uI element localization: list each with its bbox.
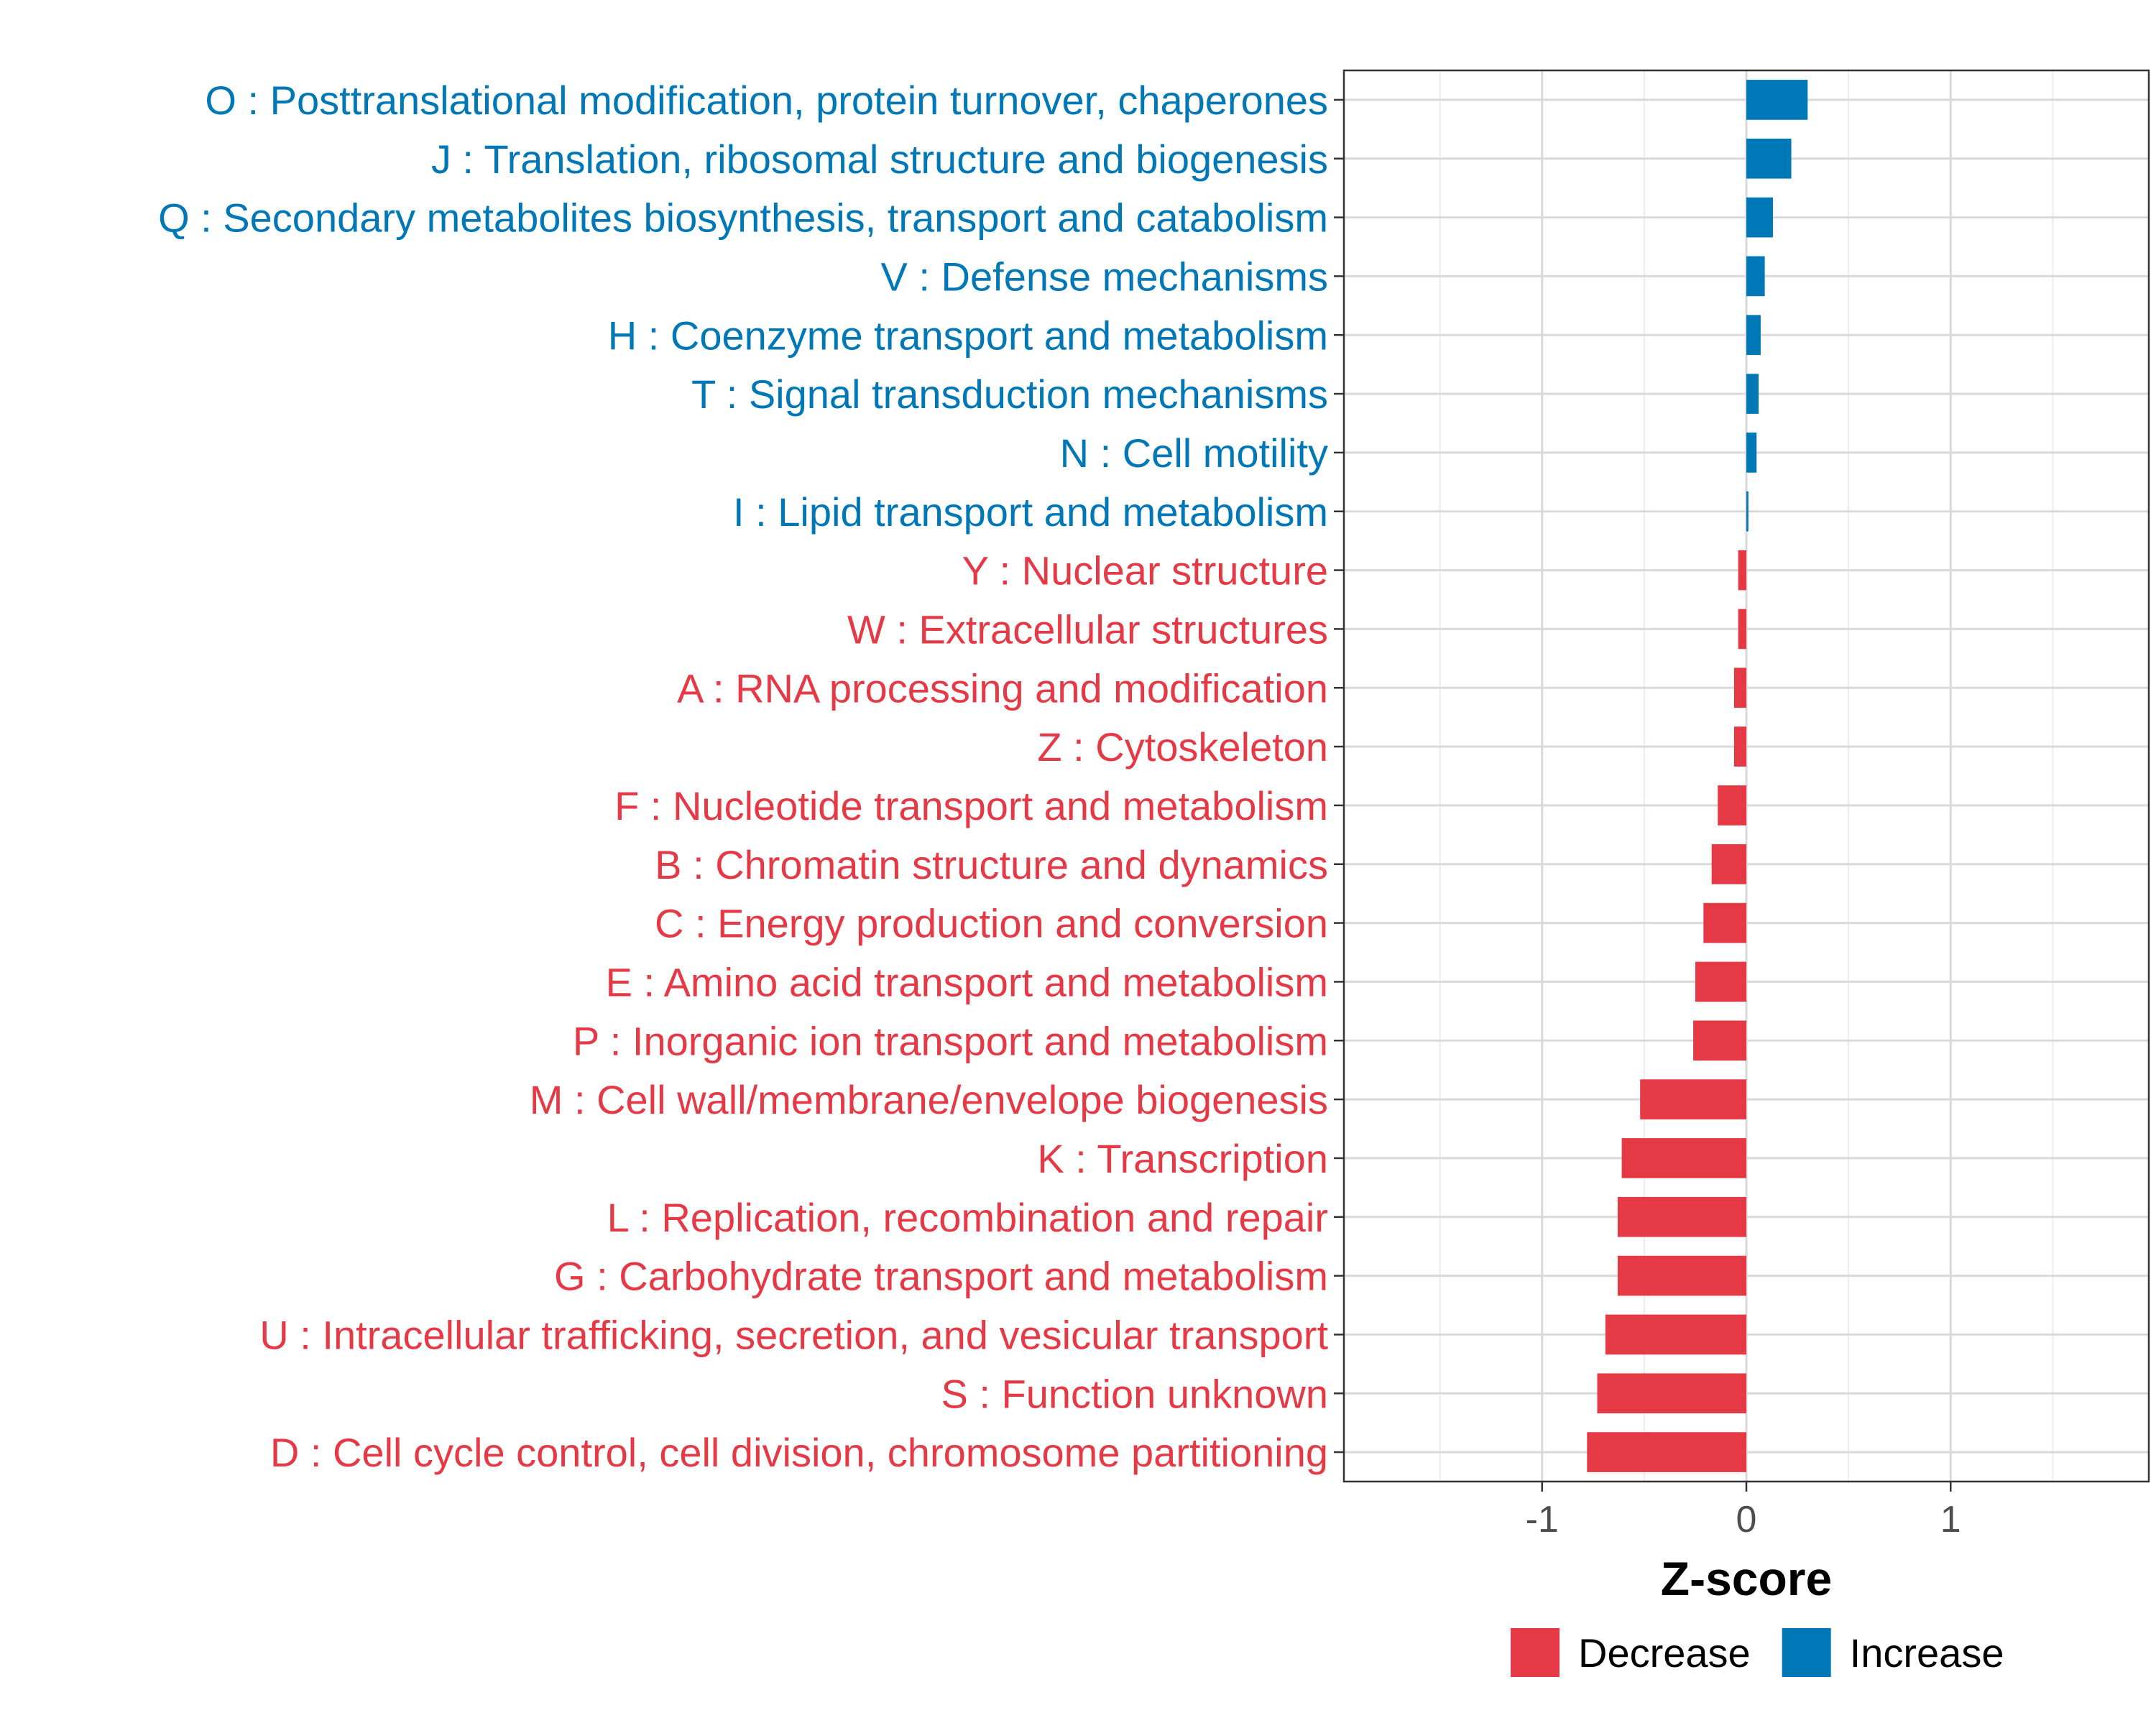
- bar: [1605, 1314, 1746, 1355]
- bar: [1733, 667, 1746, 708]
- bar: [1746, 80, 1808, 120]
- bar: [1640, 1079, 1746, 1119]
- category-label: F : Nucleotide transport and metabolism: [614, 783, 1328, 828]
- bar: [1746, 256, 1765, 297]
- bar: [1746, 197, 1773, 238]
- bar: [1746, 491, 1749, 532]
- bar: [1746, 315, 1761, 356]
- category-label: W : Extracellular structures: [847, 606, 1328, 652]
- bar: [1693, 1020, 1746, 1061]
- x-tick-label: -1: [1526, 1499, 1559, 1540]
- category-label: Z : Cytoskeleton: [1037, 724, 1328, 770]
- category-label: O : Posttranslational modification, prot…: [205, 78, 1328, 123]
- category-label: N : Cell motility: [1060, 430, 1328, 476]
- category-label: S : Function unknown: [941, 1371, 1328, 1416]
- category-label: J : Translation, ribosomal structure and…: [431, 137, 1328, 182]
- category-label: E : Amino acid transport and metabolism: [606, 959, 1328, 1004]
- legend-swatch: [1511, 1628, 1560, 1677]
- legend-label: Decrease: [1578, 1630, 1751, 1676]
- category-label: G : Carbohydrate transport and metabolis…: [554, 1254, 1328, 1299]
- bar: [1746, 374, 1759, 414]
- x-axis: -1 0 1: [1526, 1482, 1961, 1540]
- bar: [1746, 433, 1757, 473]
- bar-layer: [1587, 80, 1808, 1472]
- bar: [1695, 961, 1746, 1002]
- bar: [1621, 1138, 1746, 1178]
- bar: [1718, 785, 1746, 826]
- category-label: L : Replication, recombination and repai…: [607, 1195, 1328, 1240]
- category-label: U : Intracellular trafficking, secretion…: [259, 1312, 1328, 1357]
- category-label: A : RNA processing and modification: [677, 665, 1328, 711]
- bar: [1733, 726, 1746, 767]
- category-label: K : Transcription: [1037, 1136, 1328, 1181]
- bar: [1746, 138, 1792, 179]
- category-label: M : Cell wall/membrane/envelope biogenes…: [530, 1077, 1328, 1122]
- y-axis: O : Posttranslational modification, prot…: [158, 78, 1344, 1475]
- legend: Decrease Increase: [1511, 1628, 2004, 1677]
- bar: [1587, 1432, 1746, 1472]
- category-label: V : Defense mechanisms: [881, 254, 1328, 299]
- bar: [1617, 1255, 1746, 1296]
- category-label: Y : Nuclear structure: [962, 548, 1328, 593]
- bar: [1711, 844, 1746, 884]
- bar: [1617, 1196, 1746, 1237]
- legend-swatch: [1782, 1628, 1831, 1677]
- category-label: T : Signal transduction mechanisms: [691, 371, 1328, 417]
- x-tick-label: 0: [1736, 1499, 1757, 1540]
- category-label: C : Energy production and conversion: [655, 901, 1328, 946]
- category-label: H : Coenzyme transport and metabolism: [608, 313, 1328, 358]
- category-label: B : Chromatin structure and dynamics: [655, 842, 1328, 887]
- bar: [1703, 902, 1746, 943]
- category-label: P : Inorganic ion transport and metaboli…: [573, 1018, 1328, 1063]
- x-tick-label: 1: [1940, 1499, 1961, 1540]
- category-label: I : Lipid transport and metabolism: [733, 489, 1328, 535]
- bar: [1597, 1373, 1746, 1414]
- legend-label: Increase: [1850, 1630, 2004, 1676]
- bar: [1738, 550, 1746, 591]
- x-axis-title: Z-score: [1661, 1552, 1832, 1605]
- bar: [1738, 609, 1746, 650]
- category-label: Q : Secondary metabolites biosynthesis, …: [158, 195, 1328, 241]
- category-label: D : Cell cycle control, cell division, c…: [270, 1430, 1328, 1475]
